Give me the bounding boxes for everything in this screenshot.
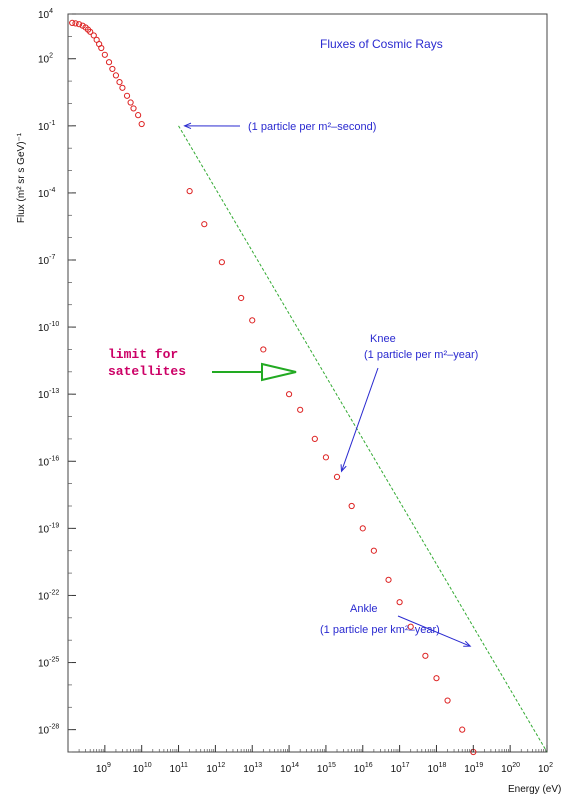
plot-frame [67, 13, 548, 753]
annotation-ankle-title: Ankle [350, 603, 378, 615]
reference-line-layer [178, 125, 548, 753]
x-tick-label-7: 1016 [354, 762, 373, 775]
data-point-0-30 [297, 406, 304, 413]
data-point-0-34 [348, 502, 355, 510]
data-point-0-35 [359, 525, 366, 532]
x-tick-label-10: 1019 [464, 762, 483, 775]
data-point-0-38 [396, 599, 403, 606]
data-point-0-40 [422, 652, 429, 659]
data-point-0-37 [385, 576, 392, 583]
data-points-layer [69, 19, 477, 756]
x-tick-label-1: 1010 [133, 762, 152, 775]
y-tick-label-8: 10-19 [38, 522, 59, 535]
data-point-0-36 [370, 547, 377, 554]
data-point-0-12 [105, 59, 113, 66]
y-tick-label-10: 10-25 [38, 657, 59, 670]
data-point-0-18 [127, 99, 134, 106]
data-point-0-7 [90, 32, 97, 39]
plot-area-border [67, 13, 548, 753]
data-point-0-42 [444, 697, 451, 704]
x-axis-label: Energy (eV) [508, 784, 561, 795]
data-point-0-17 [123, 92, 131, 99]
data-point-0-20 [135, 112, 142, 119]
data-point-0-33 [333, 473, 341, 481]
x-tick-label-12: 102 [538, 762, 553, 775]
data-point-0-43 [459, 726, 466, 733]
y-tick-label-5: 10-10 [38, 321, 59, 334]
x-tick-label-11: 1020 [501, 762, 520, 775]
data-point-0-24 [218, 259, 225, 266]
y-tick-label-3: 10-4 [38, 187, 55, 200]
y-tick-label-4: 10-7 [38, 254, 55, 267]
data-point-0-14 [112, 72, 120, 79]
x-tick-label-2: 1011 [170, 762, 188, 775]
data-point-0-23 [201, 221, 208, 228]
y-tick-label-1: 102 [38, 53, 53, 66]
data-point-0-13 [109, 65, 116, 73]
data-point-0-32 [322, 454, 330, 461]
data-point-0-11 [101, 51, 108, 58]
y-tick-label-6: 10-13 [38, 388, 59, 401]
data-point-0-39 [407, 623, 414, 630]
satellite-limit-label-line2: satellites [108, 364, 186, 379]
x-tick-label-6: 1015 [317, 762, 336, 775]
annotation-ankle-detail: (1 particle per km²–year) [320, 624, 440, 636]
data-point-0-2 [75, 21, 83, 28]
data-point-0-22 [186, 188, 193, 195]
chart-title: Fluxes of Cosmic Rays [320, 37, 443, 51]
data-point-0-27 [260, 346, 267, 353]
annotations-layer: Fluxes of Cosmic Rays (1 particle per m²… [16, 37, 561, 795]
x-tick-label-5: 1014 [280, 762, 299, 775]
data-point-0-15 [116, 79, 123, 86]
x-tick-label-0: 109 [96, 762, 111, 775]
data-point-0-19 [130, 105, 137, 112]
arrow-knee [340, 367, 379, 473]
data-point-0-29 [285, 391, 293, 398]
arrow-one-per-m2-second [183, 122, 241, 130]
axis-ticks-layer: 109 1010 1011 1012 1013 1014 1015 1016 1017 1018 1… [38, 8, 553, 775]
data-point-0-26 [249, 317, 256, 324]
y-tick-label-9: 10-22 [38, 589, 59, 602]
x-tick-label-3: 1012 [206, 762, 225, 775]
data-point-0-0 [69, 19, 76, 26]
data-point-0-10 [98, 44, 105, 52]
y-tick-label-11: 10-28 [38, 724, 59, 737]
satellite-limit-label-line1: limit for [108, 347, 178, 362]
y-axis-label: Flux (m² sr s GeV)⁻¹ [16, 132, 27, 223]
annotation-one-per-m2-second: (1 particle per m²–second) [248, 121, 376, 133]
arrow-ankle [397, 615, 472, 647]
power-law-reference-line [178, 125, 548, 753]
y-tick-label-2: 10-1 [38, 120, 55, 133]
data-point-0-1 [72, 20, 79, 27]
satellite-limit-arrow [212, 362, 297, 382]
data-point-0-41 [433, 675, 440, 682]
data-point-0-25 [238, 294, 245, 302]
data-point-0-21 [138, 120, 145, 128]
x-tick-label-4: 1013 [243, 762, 262, 775]
x-tick-label-9: 1018 [427, 762, 446, 775]
data-point-0-6 [87, 28, 94, 35]
annotation-knee-title: Knee [370, 333, 396, 345]
x-tick-label-8: 1017 [391, 762, 410, 775]
data-point-0-31 [311, 435, 318, 443]
annotation-knee-detail: (1 particle per m²–year) [364, 349, 478, 361]
data-point-0-16 [119, 84, 126, 91]
y-tick-label-7: 10-16 [38, 455, 59, 468]
y-tick-label-0: 104 [38, 8, 53, 21]
